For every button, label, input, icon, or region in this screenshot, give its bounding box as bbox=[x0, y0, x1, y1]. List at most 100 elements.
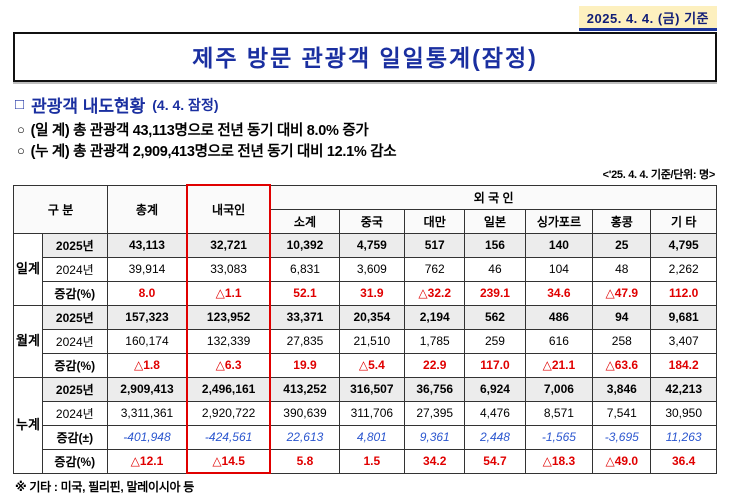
table-cell: 616 bbox=[524, 328, 594, 354]
table-cell: 27,395 bbox=[404, 400, 466, 426]
table-cell: 9,361 bbox=[404, 424, 466, 450]
table-cell: 21,510 bbox=[338, 328, 406, 354]
table-cell: 3,846 bbox=[592, 376, 652, 402]
row-label: 2024년 bbox=[41, 328, 109, 354]
header-japan: 일본 bbox=[464, 208, 526, 234]
table-cell: 4,795 bbox=[650, 232, 717, 258]
table-cell: 22,613 bbox=[269, 424, 340, 450]
table-cell: 33,083 bbox=[185, 256, 272, 282]
header-other: 기 타 bbox=[650, 208, 717, 234]
group-label: 일계 bbox=[13, 232, 43, 306]
table-row: 증감(±) -401,948 -424,561 22,613 4,801 9,361 2,4… bbox=[14, 424, 717, 450]
table-row: 2024년 160,174 132,339 27,835 21,510 1,785 259 6… bbox=[14, 328, 717, 354]
bullet-daily-text: (일 계) 총 관광객 43,113명으로 전년 동기 대비 8.0% 증가 bbox=[30, 123, 369, 139]
table-cell: 10,392 bbox=[269, 232, 340, 258]
table-cell: 31.9 bbox=[338, 280, 406, 306]
table-cell: 486 bbox=[524, 304, 594, 330]
table-cell: 9,681 bbox=[650, 304, 717, 330]
table-cell: 6,924 bbox=[464, 376, 526, 402]
row-label: 증감(±) bbox=[41, 424, 109, 450]
visitor-stats-table: 구 분 총계 내국인 외 국 인 소계 중국 대만 일본 싱가포르 홍콩 기 타… bbox=[12, 184, 718, 475]
table-cell: 2,262 bbox=[650, 256, 717, 282]
table-cell: 2,448 bbox=[464, 424, 526, 450]
title-box: 제주 방문 관광객 일일통계(잠정) bbox=[13, 32, 717, 82]
circle-bullet-icon: ○ bbox=[17, 143, 25, 159]
table-cell: 117.0 bbox=[464, 352, 526, 378]
table-cell: 112.0 bbox=[650, 280, 717, 306]
section-title: 관광객 내도현황 bbox=[31, 97, 146, 116]
table-cell: 34.6 bbox=[524, 280, 594, 306]
table-cell: 54.7 bbox=[464, 448, 526, 474]
table-cell: 6,831 bbox=[269, 256, 340, 282]
table-cell: △6.3 bbox=[185, 352, 272, 378]
table-cell: 316,507 bbox=[338, 376, 406, 402]
table-cell: 762 bbox=[404, 256, 466, 282]
row-label: 2025년 bbox=[41, 376, 109, 402]
table-cell: 5.8 bbox=[269, 448, 340, 474]
table-cell: 30,950 bbox=[650, 400, 717, 426]
table-row: 증감(%) △12.1 △14.5 5.8 1.5 34.2 54.7 △18.3 △49.0 3… bbox=[14, 448, 717, 475]
table-cell: 259 bbox=[464, 328, 526, 354]
table-cell: △14.5 bbox=[185, 448, 272, 475]
bullet-cumulative-text: (누 계) 총 관광객 2,909,413명으로 전년 동기 대비 12.1% … bbox=[30, 144, 397, 161]
square-bullet-icon: □ bbox=[15, 96, 25, 113]
table-cell: 157,323 bbox=[107, 304, 188, 330]
table-cell: △5.4 bbox=[338, 352, 406, 378]
table-header-row-2: 소계 중국 대만 일본 싱가포르 홍콩 기 타 bbox=[14, 208, 717, 234]
table-cell: 39,914 bbox=[107, 256, 188, 282]
section-header: □ 관광객 내도현황 (4. 4. 잠정) bbox=[15, 92, 717, 117]
table-cell: 239.1 bbox=[464, 280, 526, 306]
summary-bullets: ○ (일 계) 총 관광객 43,113명으로 전년 동기 대비 8.0% 증가… bbox=[17, 121, 717, 163]
table-cell: -401,948 bbox=[107, 424, 188, 450]
unit-note: <'25. 4. 4. 기준/단위: 명> bbox=[602, 169, 716, 182]
table-row: 월계 2025년 157,323 123,952 33,371 20,354 2,194 56… bbox=[13, 304, 717, 378]
table-cell: △18.3 bbox=[524, 448, 594, 474]
table-cell: 19.9 bbox=[269, 352, 340, 378]
table-cell: 36,756 bbox=[404, 376, 466, 402]
table-cell: -1,565 bbox=[524, 424, 594, 450]
header-hongkong: 홍콩 bbox=[592, 208, 652, 234]
table-cell: 20,354 bbox=[338, 304, 406, 330]
report-date: 2025. 4. 4. (금) 기준 bbox=[578, 6, 717, 31]
bullet-daily: ○ (일 계) 총 관광객 43,113명으로 전년 동기 대비 8.0% 증가 bbox=[17, 121, 717, 142]
header-total: 총계 bbox=[107, 184, 188, 234]
table-cell: 27,835 bbox=[269, 328, 340, 354]
table-cell: △1.8 bbox=[107, 352, 188, 378]
section-badge: (4. 4. 잠정) bbox=[152, 96, 219, 113]
table-cell: 25 bbox=[592, 232, 652, 258]
table-cell: 94 bbox=[592, 304, 652, 330]
row-label: 증감(%) bbox=[41, 352, 109, 378]
row-label: 2025년 bbox=[41, 232, 109, 258]
table-cell: 52.1 bbox=[269, 280, 340, 306]
table-cell: 42,213 bbox=[650, 376, 717, 402]
table-cell: -3,695 bbox=[592, 424, 652, 450]
table-cell: 160,174 bbox=[107, 328, 188, 354]
table-cell: 33,371 bbox=[269, 304, 340, 330]
table-cell: △1.1 bbox=[185, 280, 272, 306]
header-domestic: 내국인 bbox=[185, 184, 272, 234]
header-taiwan: 대만 bbox=[404, 208, 466, 234]
date-row: 2025. 4. 4. (금) 기준 bbox=[13, 6, 717, 31]
table-cell: 156 bbox=[464, 232, 526, 258]
table-cell: △63.6 bbox=[592, 352, 652, 378]
table-row: 2024년 3,311,361 2,920,722 390,639 311,706 27,… bbox=[14, 400, 717, 426]
table-cell: 517 bbox=[404, 232, 466, 258]
table-cell: 4,759 bbox=[338, 232, 406, 258]
row-label: 2024년 bbox=[41, 400, 109, 426]
table-cell: 1.5 bbox=[338, 448, 406, 474]
table-cell: 258 bbox=[592, 328, 652, 354]
table-cell: 123,952 bbox=[185, 304, 272, 330]
table-cell: 22.9 bbox=[404, 352, 466, 378]
header-singapore: 싱가포르 bbox=[524, 208, 594, 234]
table-header-row-1: 구 분 총계 내국인 외 국 인 bbox=[12, 184, 718, 234]
header-subtotal: 소계 bbox=[269, 208, 340, 234]
header-foreign: 외 국 인 bbox=[269, 184, 718, 210]
footnote: ※ 기타 : 미국, 필리핀, 말레이시아 등 bbox=[15, 480, 194, 495]
table-cell: 43,113 bbox=[107, 232, 188, 258]
table-cell: 46 bbox=[464, 256, 526, 282]
table-cell: 3,311,361 bbox=[107, 400, 188, 426]
page-title: 제주 방문 관광객 일일통계(잠정) bbox=[192, 45, 538, 71]
table-cell: 104 bbox=[524, 256, 594, 282]
table-cell: -424,561 bbox=[185, 424, 272, 450]
table-row: 2024년 39,914 33,083 6,831 3,609 762 46 104 48 2,2… bbox=[14, 256, 717, 282]
